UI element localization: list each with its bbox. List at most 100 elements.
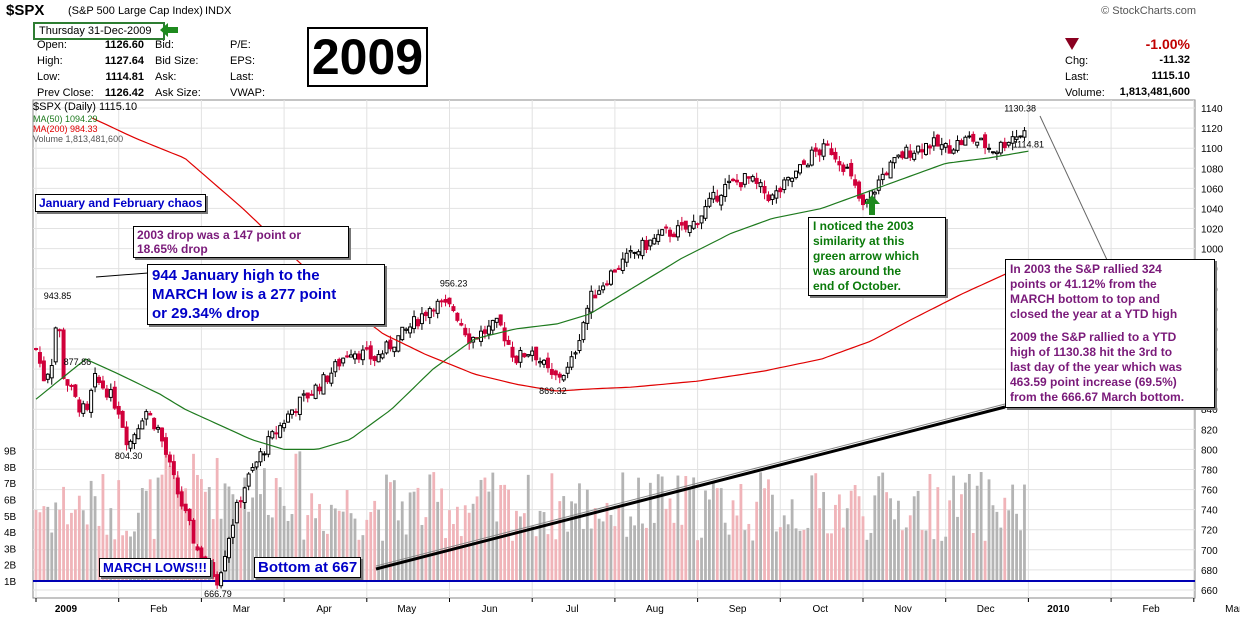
- candle-body: [226, 537, 231, 559]
- volume-bar: [491, 472, 495, 581]
- candle-body: [632, 251, 637, 254]
- drop-2003-annotation: 2003 drop was a 147 point or 18.65% drop: [133, 226, 349, 258]
- candle-body: [608, 270, 613, 285]
- volume-bar: [877, 476, 881, 581]
- volume-bar: [530, 525, 534, 581]
- candle-body: [703, 206, 708, 219]
- volume-bar: [924, 530, 928, 581]
- volume-bar: [1019, 530, 1022, 581]
- volume-bar: [995, 511, 999, 581]
- volume-bar: [613, 526, 617, 581]
- candle-body: [691, 220, 696, 229]
- chart-grid: [32, 99, 1196, 599]
- candle-body: [675, 225, 680, 238]
- volume-bar: [550, 473, 554, 581]
- candle-body: [455, 312, 460, 321]
- candle-body: [620, 258, 625, 272]
- jan-high-line3: or 29.34% drop: [152, 305, 260, 322]
- candle-body: [309, 393, 314, 396]
- candle-body: [459, 323, 464, 326]
- volume-bar: [542, 512, 546, 581]
- volume-bar: [298, 451, 302, 581]
- candle-body: [400, 326, 405, 341]
- candle-body: [293, 411, 298, 414]
- volume-bar: [637, 477, 640, 581]
- prev-close-value: 1126.42: [104, 87, 144, 99]
- volume-bar: [263, 468, 266, 581]
- volume-bar: [133, 531, 136, 581]
- volume-bar: [109, 508, 113, 581]
- volume-bar: [814, 473, 818, 581]
- volume-bar: [518, 516, 522, 581]
- volume-bar: [566, 531, 570, 581]
- x-tick-label: May: [397, 604, 416, 615]
- volume-bar: [723, 522, 727, 581]
- x-tick-label: Oct: [813, 604, 829, 615]
- moving-averages: [35, 117, 1029, 450]
- candle-body: [380, 353, 385, 359]
- volume-bar: [467, 512, 471, 581]
- open-label: Open:: [37, 39, 67, 51]
- volume-bar: [983, 540, 987, 581]
- candle-body: [104, 388, 109, 398]
- candle-body: [506, 339, 511, 345]
- candle-body: [975, 141, 980, 146]
- candle-body: [152, 417, 157, 430]
- candle-body: [821, 143, 826, 157]
- candle-body: [61, 329, 66, 379]
- high-label: High:: [37, 55, 63, 67]
- candle-body: [144, 411, 149, 420]
- volume-bar: [318, 504, 321, 581]
- volume-bar: [105, 534, 109, 581]
- volume-bar: [97, 525, 101, 581]
- candle-body: [171, 461, 176, 476]
- candle-body: [660, 229, 665, 236]
- volume-bar: [885, 492, 889, 581]
- candle-body: [746, 176, 751, 179]
- volume-bar: [428, 474, 432, 581]
- candle-body: [971, 133, 976, 142]
- candle-body: [624, 252, 629, 263]
- candle-body: [85, 403, 90, 410]
- rally-line6: high of 1130.38 hit the 3rd to: [1010, 345, 1173, 359]
- candle-body: [526, 354, 531, 357]
- volume-bar: [837, 494, 841, 581]
- candle-body: [404, 328, 409, 331]
- volume-bar: [306, 515, 310, 581]
- jan-feb-annotation: January and February chaos: [35, 194, 207, 212]
- volume-bar: [538, 510, 542, 581]
- volume-bar: [495, 521, 499, 581]
- candle-body: [419, 313, 424, 325]
- candle-body: [494, 317, 499, 323]
- candle-body: [329, 372, 334, 384]
- candle-body: [553, 370, 558, 376]
- candle-body: [376, 354, 381, 363]
- volume-bar: [156, 477, 160, 581]
- noticed-annotation: I noticed the 2003 similarity at this gr…: [808, 217, 946, 296]
- volume-bar: [46, 506, 50, 581]
- candle-body: [861, 194, 865, 206]
- volume-bar: [396, 520, 400, 581]
- candle-body: [282, 422, 287, 429]
- volume-bar: [735, 515, 739, 581]
- candle-body: [345, 355, 350, 358]
- volume-bar: [585, 489, 589, 581]
- candle-body: [679, 222, 684, 226]
- volume-bar: [648, 482, 652, 581]
- candle-body: [148, 412, 153, 416]
- volume-bar: [117, 480, 121, 581]
- candle-body: [270, 431, 275, 439]
- candlesticks: [34, 127, 1027, 589]
- candle-body: [45, 373, 50, 380]
- candle-body: [668, 229, 673, 237]
- candle-body: [990, 151, 995, 154]
- candle-body: [274, 432, 279, 435]
- candle-body: [794, 170, 799, 179]
- volume-bar: [948, 500, 952, 581]
- volume-bar: [774, 531, 778, 581]
- volume-bar: [633, 525, 636, 581]
- volume-bar: [50, 532, 54, 581]
- candle-body: [671, 233, 676, 238]
- candle-body: [313, 384, 318, 399]
- rally-line7: last day of the year which was: [1010, 360, 1183, 374]
